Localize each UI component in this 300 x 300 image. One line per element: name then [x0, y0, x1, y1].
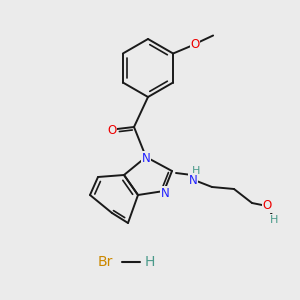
Text: N: N [142, 152, 150, 165]
Text: O: O [107, 124, 117, 137]
Text: O: O [190, 38, 200, 52]
Text: N: N [189, 174, 197, 187]
Text: Br: Br [97, 255, 113, 269]
Text: H: H [192, 166, 200, 176]
Text: H: H [145, 255, 155, 269]
Text: H: H [270, 215, 278, 225]
Text: N: N [160, 187, 169, 200]
Text: O: O [262, 199, 272, 212]
